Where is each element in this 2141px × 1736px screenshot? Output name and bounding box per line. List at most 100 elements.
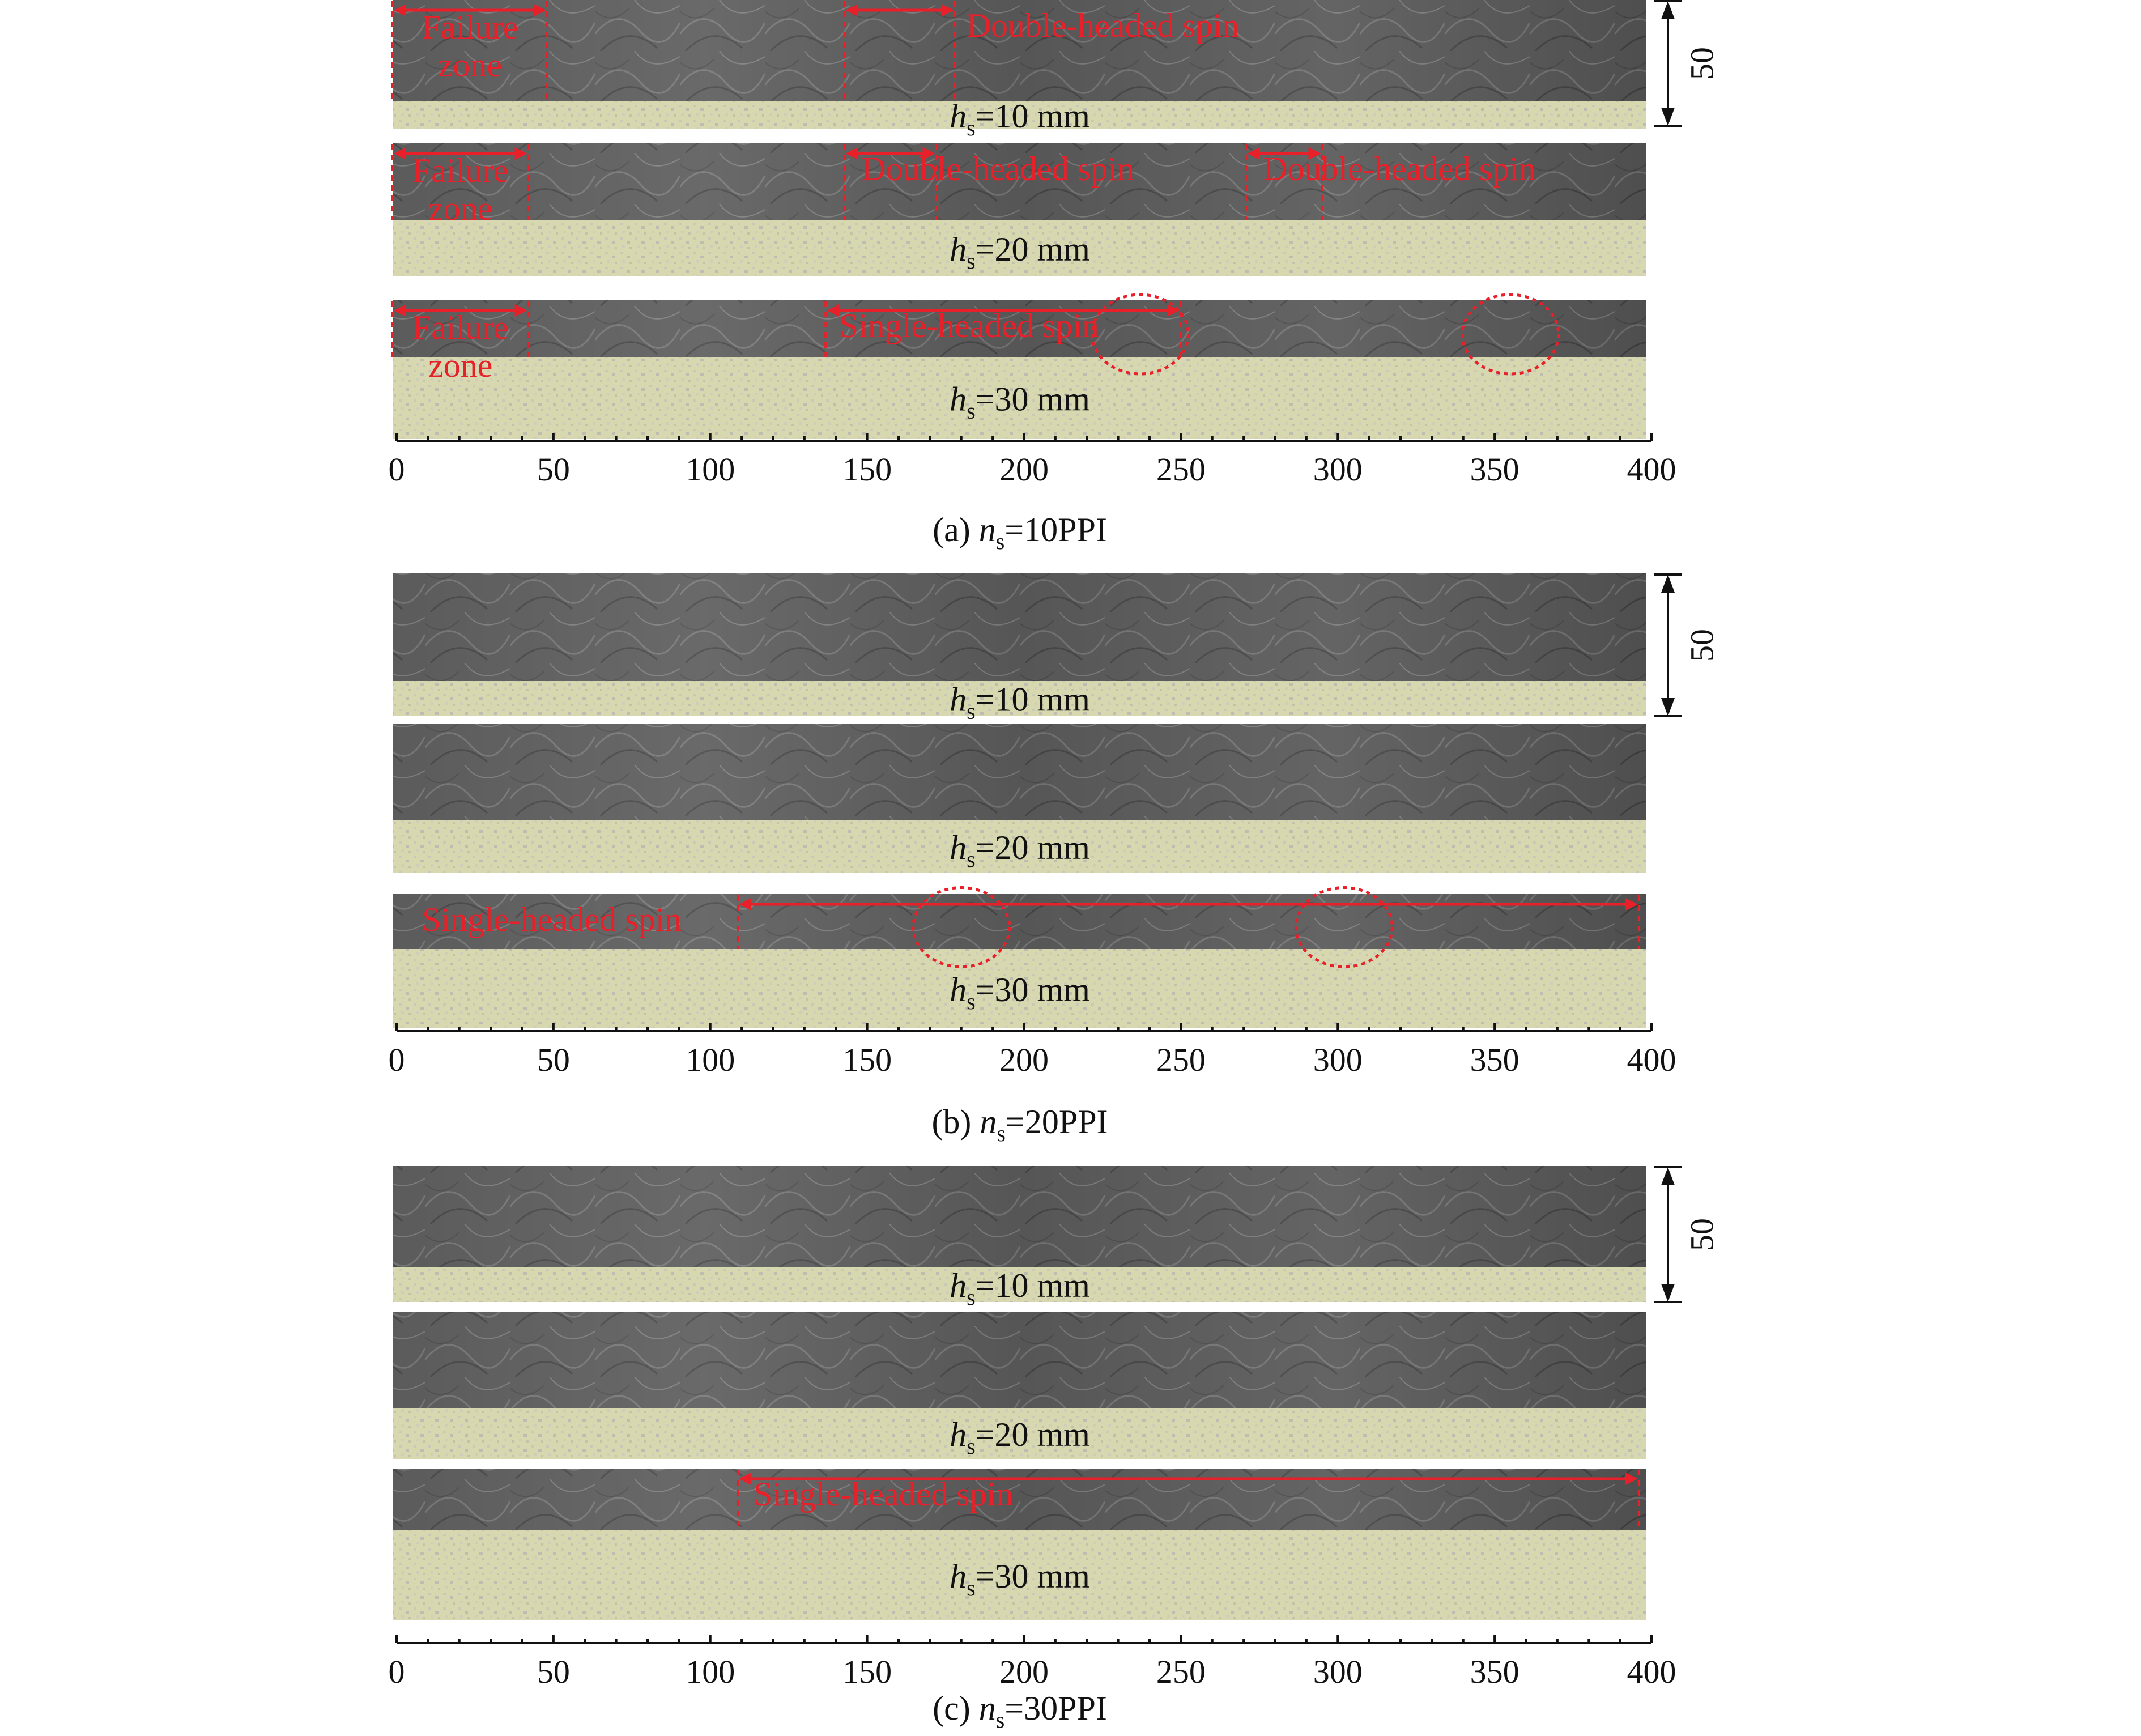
caption-sub: s [997, 1121, 1006, 1146]
h-var: h [950, 1558, 967, 1595]
h-sub: s [967, 989, 976, 1014]
scale-arrow-top [1661, 1, 1675, 19]
scale-arrow-bottom [1661, 1284, 1675, 1302]
flame-image [393, 1166, 1646, 1267]
caption-var: n [980, 1103, 997, 1141]
x-tick-label: 200 [999, 1653, 1049, 1690]
spin-head-marker [1461, 293, 1560, 376]
arrowhead-right [1625, 1473, 1638, 1485]
arrowhead-right [514, 304, 527, 317]
flame-image [393, 573, 1646, 681]
height-scale-bar: 50 [1654, 1166, 1720, 1303]
h-rest: =20 mm [976, 829, 1090, 866]
x-tick-label: 0 [389, 1653, 405, 1690]
x-tick-label: 400 [1627, 1653, 1676, 1690]
h-var: h [950, 1416, 967, 1453]
x-tick-label: 350 [1470, 451, 1519, 488]
caption-rest: =10PPI [1004, 511, 1107, 548]
foam-region [393, 820, 1646, 873]
zone-label-line2: zone [428, 347, 492, 384]
x-tick-label: 100 [686, 1041, 735, 1078]
x-tick-label: 400 [1627, 1041, 1676, 1078]
arrowhead-right [1625, 898, 1638, 910]
specimen-strip: hs=20 mm [393, 1312, 1646, 1459]
zone-label: Failure [412, 152, 509, 189]
h-sub: s [967, 1433, 976, 1459]
strip-height-label: hs=10 mm [950, 97, 1090, 141]
arrowhead-left [1247, 147, 1260, 160]
arrowhead-left [739, 1473, 752, 1485]
scale-label: 50 [1683, 629, 1720, 662]
zone-label: Failure [412, 309, 509, 346]
h-sub: s [967, 115, 976, 141]
zone-annotation: Single-headed spin [422, 895, 1640, 949]
foam-region [393, 1408, 1646, 1459]
specimen-strip: hs=30 mm Single-headed spin [393, 1469, 1646, 1620]
strip-height-label: hs=30 mm [950, 1558, 1090, 1601]
foam-region [393, 220, 1646, 276]
h-rest: =20 mm [976, 231, 1090, 268]
caption-var: n [979, 511, 996, 548]
h-rest: =10 mm [976, 1267, 1090, 1304]
h-rest: =10 mm [976, 681, 1090, 718]
zone-annotation: Single-headed spin [737, 1470, 1640, 1530]
h-rest: =30 mm [976, 381, 1090, 418]
foam-region [393, 1267, 1646, 1302]
zone-annotation: Single-headed spin [824, 301, 1182, 357]
flame-image [393, 1312, 1646, 1408]
panel-caption: (b) ns=20PPI [931, 1103, 1108, 1146]
strip-height-label: hs=20 mm [950, 1416, 1090, 1459]
arrowhead-right [1308, 147, 1321, 160]
x-axis: 0 50 100 150 200 250 300 350 400 [389, 1023, 1676, 1078]
zone-label: Double-headed spin [1263, 150, 1536, 188]
caption-prefix: (c) [933, 1690, 979, 1727]
x-tick-label: 50 [537, 1041, 570, 1078]
arrowhead-right [533, 4, 546, 16]
caption-prefix: (b) [931, 1103, 980, 1141]
panel-caption: (a) ns=10PPI [933, 511, 1107, 554]
x-tick-label: 300 [1313, 451, 1363, 488]
zone-label: Double-headed spin [967, 7, 1240, 44]
caption-rest: =30PPI [1004, 1690, 1107, 1727]
specimen-strip: hs=30 mm Single-headed spin [393, 886, 1646, 1028]
h-var: h [950, 1267, 967, 1304]
h-var: h [950, 971, 967, 1009]
arrowhead-right [514, 147, 527, 160]
x-tick-label: 150 [842, 1041, 892, 1078]
arrowhead-left [845, 147, 858, 160]
x-tick-label: 100 [686, 451, 735, 488]
zone-label-line2: zone [438, 46, 502, 84]
arrowhead-right [941, 4, 954, 16]
specimen-strip: hs=20 mm [393, 724, 1646, 873]
x-tick-label: 150 [842, 1653, 892, 1690]
h-rest: =20 mm [976, 1416, 1090, 1453]
x-tick-label: 50 [537, 1653, 570, 1690]
h-sub: s [967, 248, 976, 274]
panel-caption: (c) ns=30PPI [933, 1690, 1107, 1733]
arrowhead-right [922, 147, 935, 160]
x-tick-label: 300 [1313, 1653, 1363, 1690]
zone-annotation: Double-headed spin [843, 1, 1240, 101]
x-axis: 0 50 100 150 200 250 300 350 400 [389, 1635, 1676, 1690]
zone-label: Single-headed spin [754, 1475, 1013, 1513]
scale-arrow-bottom [1661, 698, 1675, 716]
zone-label: Single-headed spin [840, 307, 1099, 344]
x-tick-label: 250 [1156, 1653, 1206, 1690]
x-tick-label: 200 [999, 451, 1049, 488]
caption-rest: =20PPI [1006, 1103, 1108, 1141]
zone-annotation: Double-headed spin [1245, 144, 1536, 220]
caption-sub: s [996, 1707, 1005, 1733]
height-scale-bar: 50 [1654, 0, 1720, 127]
spin-head-marker [1294, 886, 1394, 968]
x-tick-label: 350 [1470, 1041, 1519, 1078]
strip-height-label: hs=30 mm [950, 381, 1090, 424]
h-rest: =30 mm [976, 1558, 1090, 1595]
h-var: h [950, 681, 967, 718]
flame-image [393, 0, 1646, 101]
h-rest: =10 mm [976, 97, 1090, 135]
